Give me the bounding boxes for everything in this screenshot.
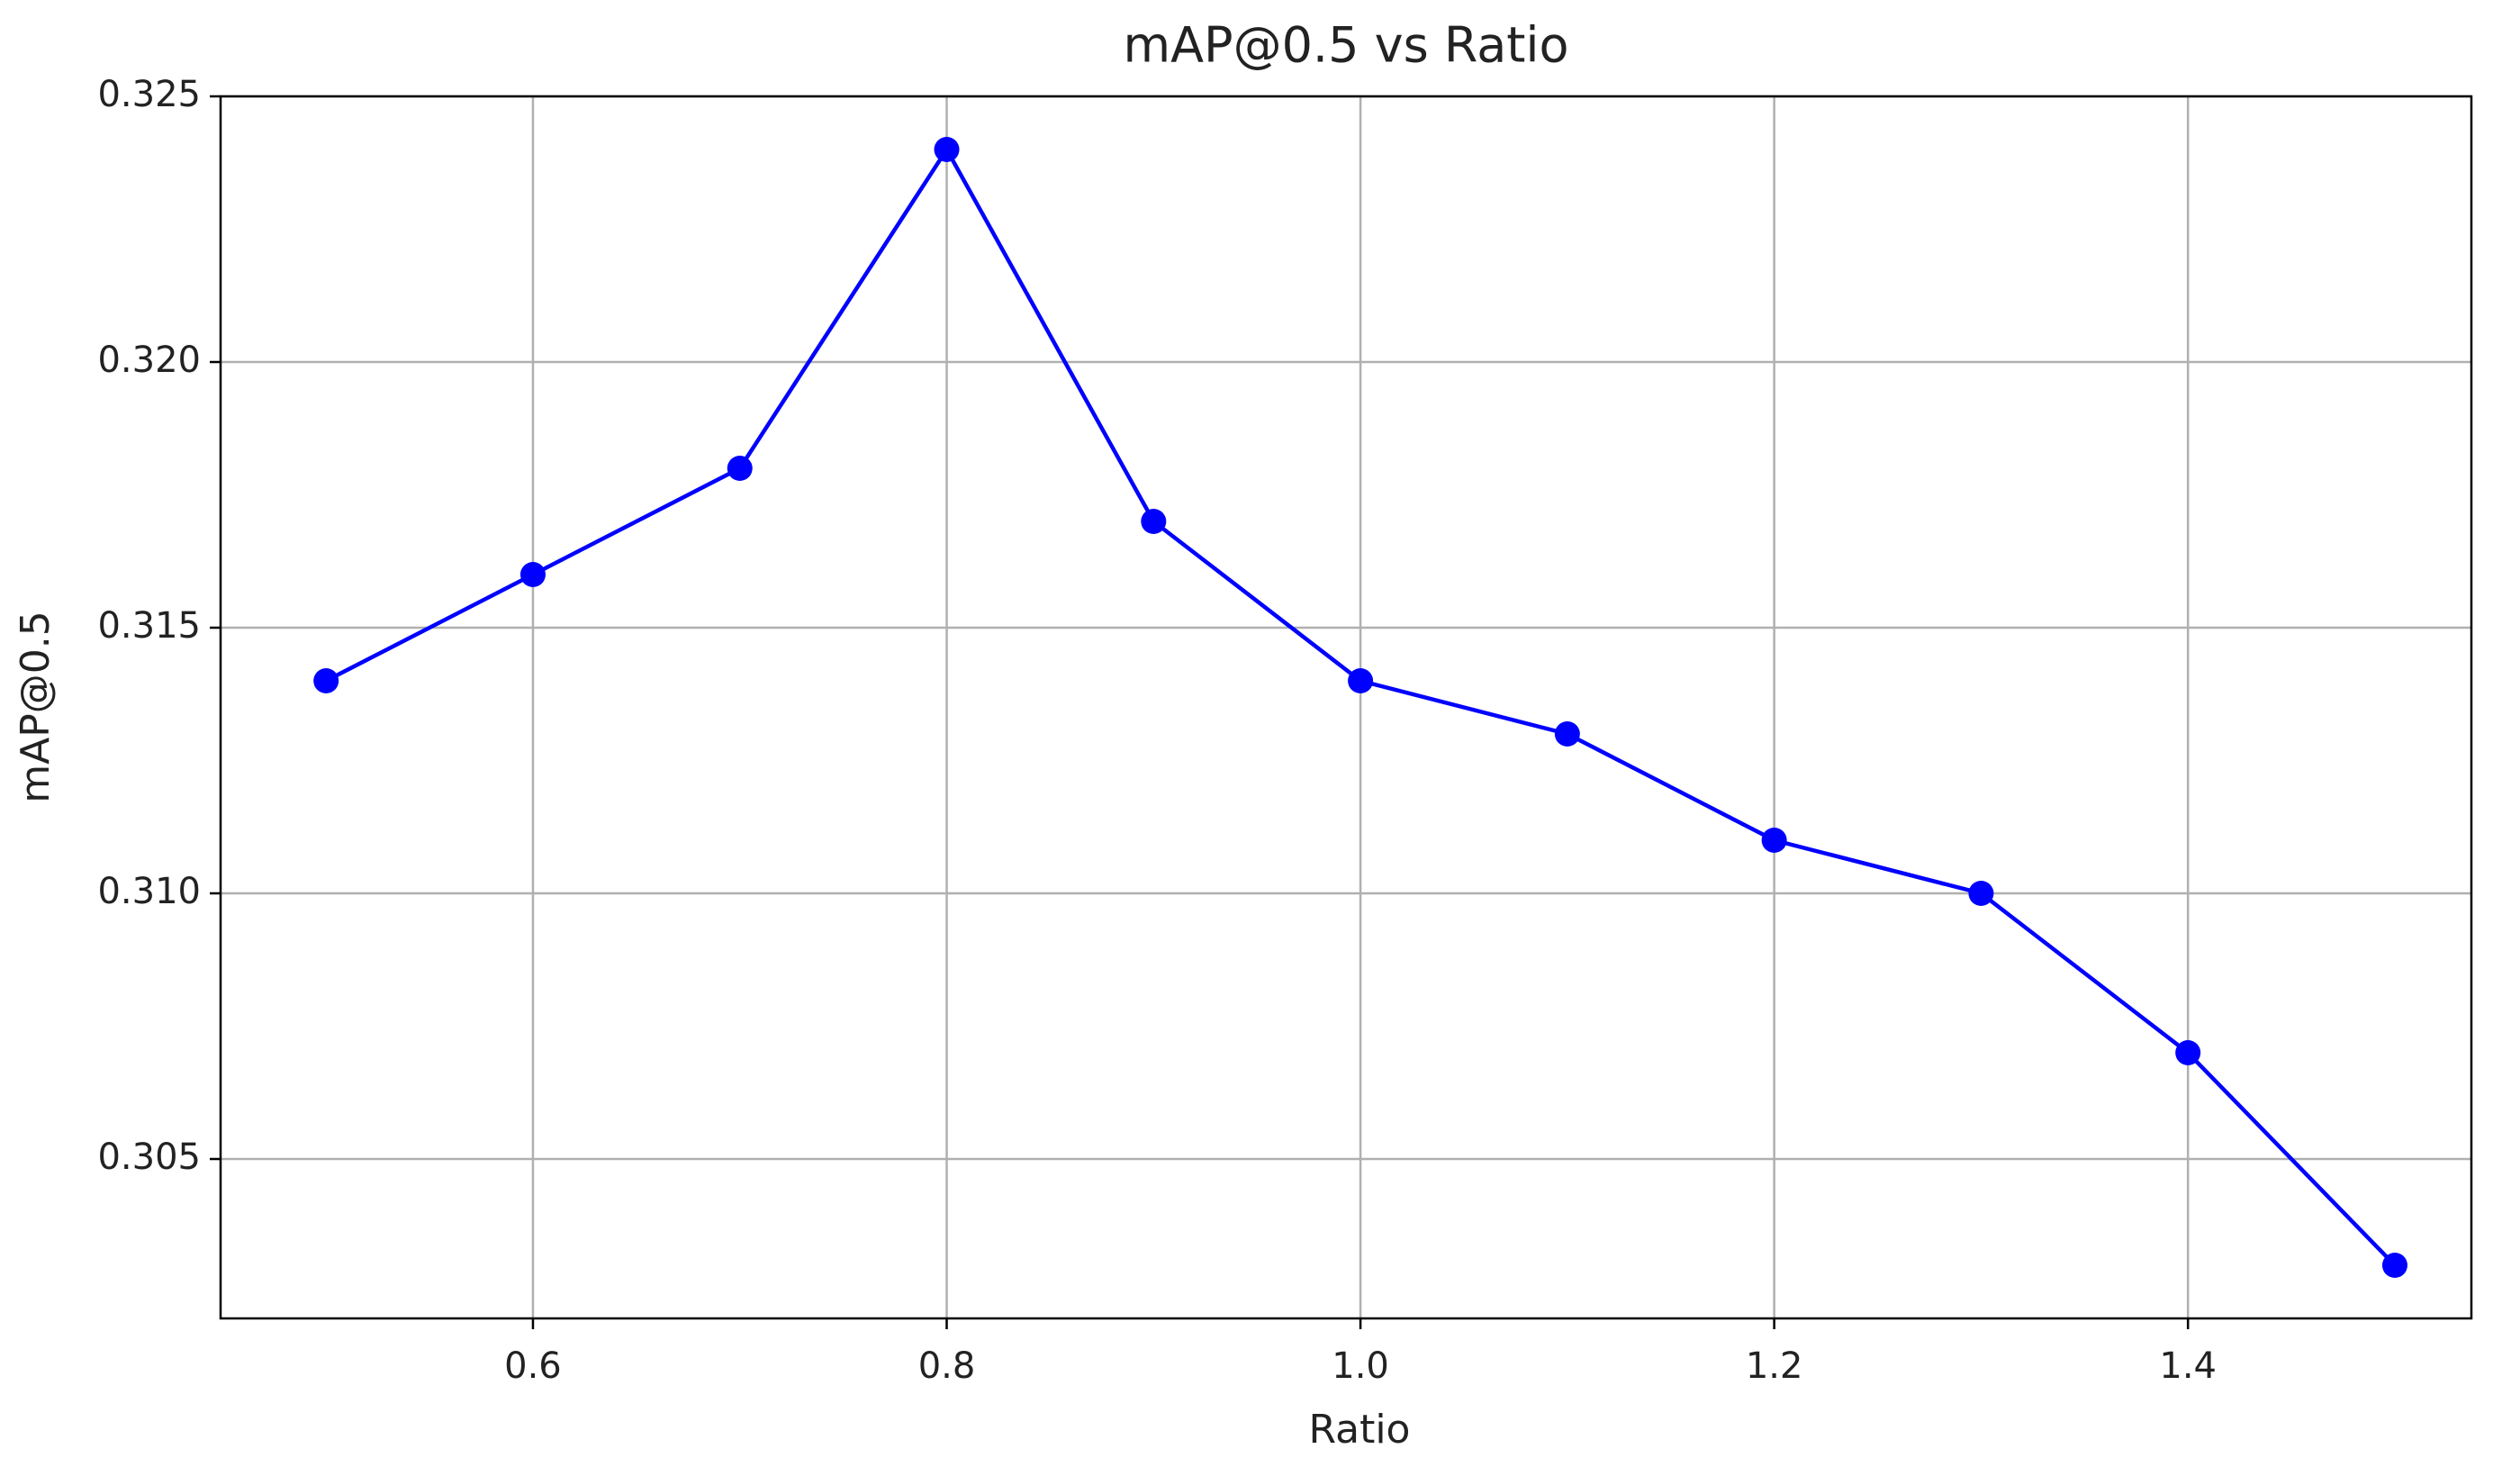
marker [519, 562, 546, 587]
marker [2381, 1253, 2407, 1278]
marker [2175, 1040, 2201, 1065]
marker [1968, 881, 1994, 906]
x-tick-label: 0.6 [504, 1345, 562, 1387]
x-tick-label: 1.0 [1332, 1345, 1389, 1387]
y-tick-label: 0.325 [97, 74, 201, 115]
y-tick-label: 0.305 [97, 1136, 201, 1178]
marker [727, 456, 753, 481]
y-tick-label: 0.320 [97, 340, 201, 381]
marker [1348, 668, 1374, 693]
marker [1761, 828, 1787, 853]
marker [934, 137, 960, 162]
marker [313, 668, 339, 693]
y-tick-label: 0.315 [97, 605, 201, 647]
x-tick-label: 1.2 [1746, 1345, 1803, 1387]
x-tick-label: 1.4 [2159, 1345, 2217, 1387]
x-tick-label: 0.8 [918, 1345, 976, 1387]
y-tick-label: 0.310 [97, 871, 201, 912]
plot-frame [219, 95, 2473, 1320]
marker [1141, 509, 1167, 534]
marker [1554, 721, 1580, 747]
chart-title: mAP@0.5 vs Ratio [1123, 17, 1568, 74]
x-axis-label: Ratio [1309, 1407, 1411, 1453]
y-axis-label: mAP@0.5 [13, 611, 59, 802]
